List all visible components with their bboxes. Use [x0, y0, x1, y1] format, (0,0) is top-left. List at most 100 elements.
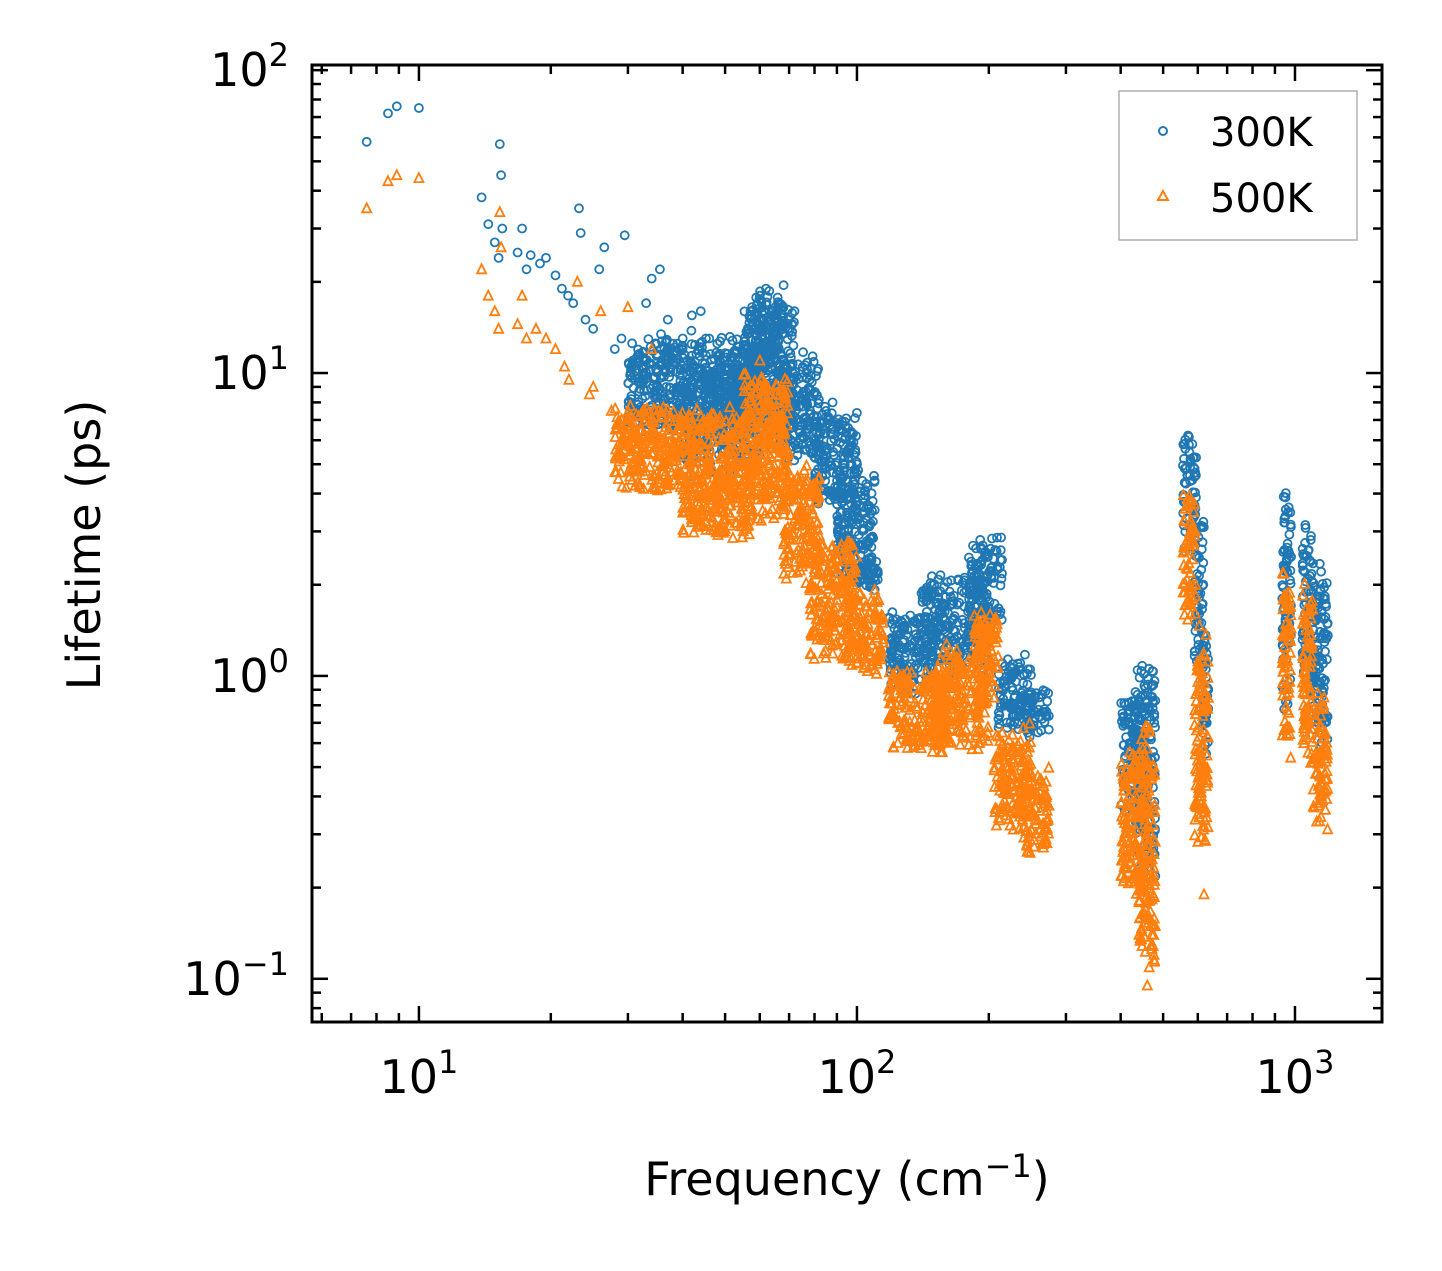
500k-point — [783, 532, 796, 545]
500k-point — [795, 543, 808, 556]
300k-point — [1308, 578, 1319, 588]
500k-point — [710, 478, 723, 491]
500k-point — [677, 522, 689, 535]
500k-point — [908, 680, 921, 693]
300k-point — [896, 643, 907, 654]
300k-point — [765, 354, 776, 365]
500k-point — [663, 435, 676, 448]
300k-point — [626, 361, 636, 372]
500k-point — [633, 480, 646, 493]
300k-point — [818, 441, 829, 452]
300k-point — [1316, 566, 1326, 577]
500k-point — [954, 688, 967, 701]
500k-point — [859, 599, 872, 612]
300k-point — [836, 424, 846, 435]
500k-point — [724, 430, 736, 443]
500k-point — [765, 476, 778, 489]
300k-point — [521, 264, 532, 275]
300k-point — [817, 462, 828, 473]
300k-point — [1320, 599, 1331, 609]
300k-point — [933, 587, 943, 598]
500k-point — [822, 595, 835, 608]
500k-point — [676, 405, 689, 418]
300k-point — [785, 348, 796, 359]
300k-point — [1319, 675, 1330, 685]
500k-point — [954, 737, 967, 750]
300k-point — [1284, 548, 1295, 559]
300k-point — [806, 377, 817, 387]
300k-point — [512, 247, 523, 258]
500k-point — [882, 688, 895, 701]
300k-point — [493, 252, 504, 263]
300k-point — [789, 306, 800, 317]
500k-point — [707, 462, 719, 475]
500k-point — [930, 668, 943, 681]
500k-point — [763, 383, 776, 396]
300k-point — [900, 621, 910, 631]
500k-point — [678, 461, 691, 474]
300k-point — [674, 344, 684, 355]
300k-point — [1143, 688, 1153, 699]
500k-point — [661, 453, 674, 466]
300k-point — [828, 450, 839, 461]
500k-point — [682, 467, 695, 480]
500k-point — [975, 691, 988, 703]
300k-point — [662, 350, 673, 361]
500k-point — [638, 446, 651, 459]
300k-point — [795, 434, 805, 445]
300k-point — [898, 659, 908, 670]
500k-point — [877, 632, 890, 645]
500k-point — [703, 450, 716, 463]
500k-point — [838, 575, 851, 587]
500k-point — [903, 714, 916, 727]
500k-point — [972, 710, 985, 723]
500k-point — [700, 499, 713, 512]
500k-point — [822, 570, 835, 582]
300k-point — [804, 417, 815, 428]
500k-point — [988, 690, 1000, 703]
300k-point — [920, 658, 930, 668]
500k-point — [847, 621, 860, 634]
500k-point — [681, 492, 694, 505]
500k-point — [782, 554, 794, 566]
300k-point — [609, 344, 620, 355]
500k-point — [646, 447, 659, 460]
300k-point — [773, 314, 783, 325]
500k-point — [801, 530, 813, 543]
500k-point — [825, 638, 838, 651]
300k-point — [869, 470, 879, 481]
300k-point — [712, 338, 723, 349]
300k-point — [1277, 580, 1288, 591]
500k-point — [751, 408, 764, 421]
500k-point — [815, 575, 828, 588]
500k-point — [685, 473, 698, 486]
300k-point — [497, 223, 508, 234]
300k-point — [940, 591, 951, 602]
300k-point — [922, 591, 932, 602]
300k-point — [695, 306, 706, 317]
500k-point — [804, 480, 817, 493]
300k-point — [990, 545, 1000, 555]
300k-point — [933, 574, 944, 585]
300k-point — [772, 292, 783, 303]
500k-point — [813, 528, 826, 541]
500k-point — [694, 437, 707, 450]
500k-point — [957, 713, 969, 726]
500k-point — [824, 578, 837, 591]
300k-point — [1190, 646, 1200, 657]
300k-point — [550, 270, 561, 281]
500k-point — [736, 530, 749, 543]
500k-point — [892, 672, 905, 685]
500k-point — [736, 505, 749, 518]
300k-point — [944, 623, 954, 634]
500k-point — [739, 396, 752, 409]
500k-point — [972, 741, 984, 754]
300k-point — [575, 228, 586, 238]
500k-point — [936, 745, 949, 757]
500k-point — [726, 487, 739, 500]
300k-point — [935, 604, 946, 615]
300k-point — [1197, 604, 1207, 614]
500k-point — [940, 680, 953, 693]
500k-point — [814, 598, 827, 611]
500k-point — [772, 484, 785, 497]
